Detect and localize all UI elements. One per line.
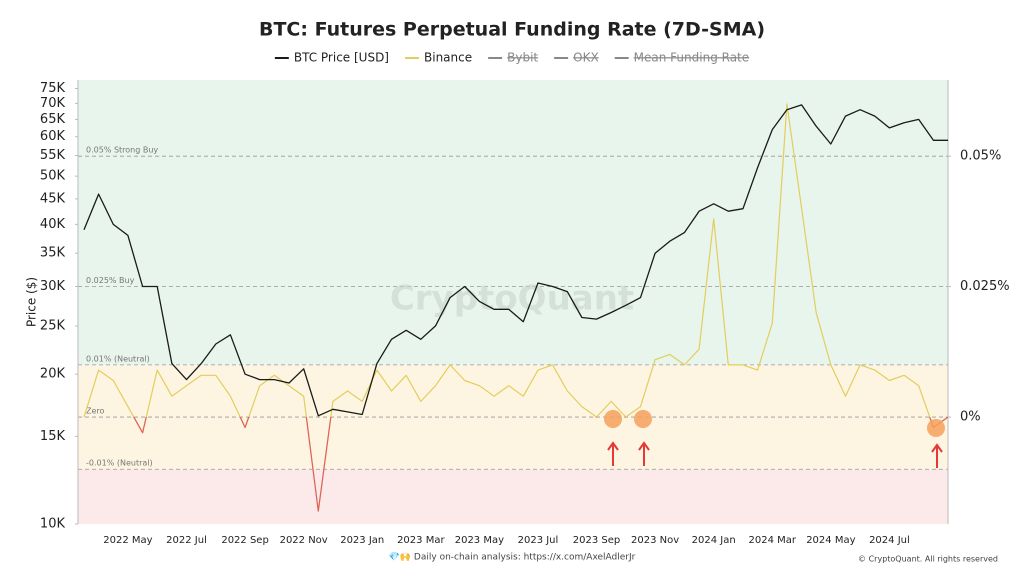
x-tick-label: 2022 Sep: [221, 535, 268, 546]
legend-label: Binance: [424, 51, 472, 65]
x-tick-label: 2023 Jul: [518, 535, 559, 546]
x-tick-label: 2023 May: [455, 535, 504, 546]
legend: BTC Price [USD] Binance Bybit OKX Mean Fundi…: [274, 51, 749, 65]
x-tick-label: 2023 Mar: [397, 535, 445, 546]
y-tick-label: 15K: [40, 429, 66, 444]
y-tick-label: 10K: [40, 517, 66, 532]
copyright: © CryptoQuant. All rights reserved: [858, 555, 998, 564]
y-tick-label: 65K: [40, 112, 66, 127]
band: [78, 80, 948, 365]
y-tick-label: 20K: [40, 367, 66, 382]
arrow: [931, 443, 943, 468]
x-tick-label: 2023 Jan: [340, 535, 384, 546]
x-tick-label: 2022 Jul: [166, 535, 207, 546]
legend-label: Mean Funding Rate: [634, 51, 749, 65]
y-tick-label: 35K: [40, 246, 66, 261]
y-tick-label: 55K: [40, 148, 66, 163]
series-line: [83, 104, 948, 417]
y-tick-label: 60K: [40, 129, 66, 144]
x-tick-label: 2024 Jan: [692, 535, 736, 546]
x-tick-label: 2024 May: [806, 535, 855, 546]
legend-item: Bybit: [488, 51, 538, 65]
reference-label: 0.01% (Neutral): [86, 354, 150, 363]
reference-label: -0.01% (Neutral): [86, 459, 153, 468]
y2-tick-label: 0.05%: [960, 149, 1001, 164]
y-tick-label: 50K: [40, 169, 66, 184]
legend-item: Binance: [405, 51, 472, 65]
y-tick-label: 40K: [40, 217, 66, 232]
arrow: [607, 441, 619, 466]
chart-title: BTC: Futures Perpetual Funding Rate (7D-…: [259, 19, 765, 41]
arrow: [638, 441, 650, 466]
legend-item: OKX: [554, 51, 599, 65]
band: [78, 469, 948, 524]
y2-tick-label: 0%: [960, 410, 981, 425]
reference-label: 0.025% Buy: [86, 276, 135, 285]
legend-item: BTC Price [USD]: [274, 51, 389, 65]
x-tick-label: 2024 Jul: [869, 535, 910, 546]
x-tick-label: 2022 May: [103, 535, 152, 546]
series-line: [83, 103, 949, 512]
y-tick-label: 25K: [40, 318, 66, 333]
legend-item: Mean Funding Rate: [614, 51, 749, 65]
y-tick-label: 45K: [40, 191, 66, 206]
legend-label: Bybit: [507, 51, 538, 65]
y-tick-label: 30K: [40, 279, 66, 294]
highlight-circle: [927, 419, 945, 437]
reference-label: Zero: [86, 407, 105, 416]
footer-link: 💎🙌 Daily on-chain analysis: https://x.co…: [389, 552, 636, 563]
highlight-circle: [634, 410, 652, 428]
y-axis-label: Price ($): [25, 277, 39, 327]
y-tick-label: 70K: [40, 96, 66, 111]
highlight-circle: [604, 410, 622, 428]
x-tick-label: 2024 Mar: [749, 535, 797, 546]
y2-tick-label: 0.025%: [960, 279, 1010, 294]
legend-label: OKX: [573, 51, 599, 65]
x-tick-label: 2023 Nov: [631, 535, 679, 546]
y-tick-label: 75K: [40, 81, 66, 96]
highlights: [604, 410, 945, 468]
reference-label: 0.05% Strong Buy: [86, 146, 158, 155]
x-tick-label: 2022 Nov: [280, 535, 328, 546]
x-tick-label: 2023 Sep: [573, 535, 620, 546]
legend-label: BTC Price [USD]: [294, 51, 389, 65]
